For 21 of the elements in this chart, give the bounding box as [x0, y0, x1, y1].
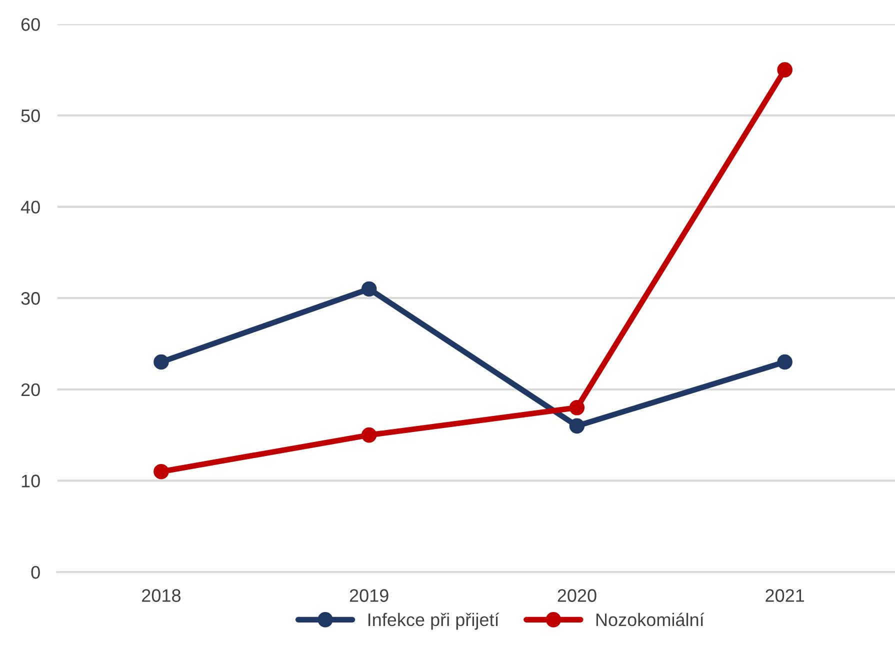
point [154, 464, 169, 480]
legend-label: Nozokomiální [596, 612, 704, 626]
legend-label: Infekce při přijetí [368, 612, 500, 630]
y-tick-label: 0 [31, 566, 40, 579]
point [777, 62, 792, 78]
y-tick-label: 60 [21, 18, 40, 31]
y-tick-label: 30 [21, 292, 40, 305]
point [569, 418, 585, 434]
point [361, 281, 377, 297]
point [777, 354, 792, 370]
point [569, 400, 585, 416]
point [361, 427, 377, 443]
y-tick-label: 50 [21, 109, 40, 122]
x-tick-label: 2021 [766, 589, 804, 602]
y-tick-label: 20 [21, 383, 40, 396]
y-tick-label: 40 [20, 200, 40, 214]
x-tick-label: 2020 [558, 589, 596, 602]
y-tick-label: 10 [22, 474, 40, 488]
x-tick-label: 2018 [142, 589, 181, 602]
point [154, 354, 169, 370]
x-tick-label: 2019 [350, 589, 388, 602]
